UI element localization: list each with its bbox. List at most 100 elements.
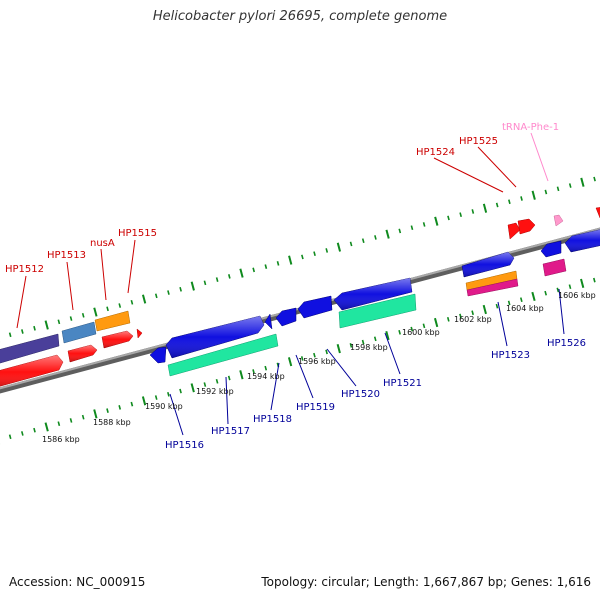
minor-tick	[361, 339, 365, 345]
gene-label-HP1523: HP1523	[491, 350, 530, 361]
minor-tick	[33, 427, 36, 433]
minor-tick	[57, 421, 61, 427]
reverse-gene-labels: HP1516 HP1517 HP1518 HP1519 HP1520 HP152…	[165, 338, 586, 451]
scale-label: 1588 kbp	[93, 418, 131, 427]
major-tick	[385, 229, 390, 239]
minor-tick	[446, 316, 450, 322]
minor-tick	[20, 431, 24, 436]
minor-tick	[410, 225, 414, 231]
minor-tick	[544, 189, 548, 195]
minor-tick	[154, 395, 158, 400]
minor-tick	[349, 241, 353, 247]
minor-tick	[313, 352, 316, 358]
leader-line	[16, 275, 27, 329]
minor-tick	[300, 356, 304, 361]
minor-tick	[69, 316, 73, 321]
major-tick	[141, 396, 147, 406]
cog-feature	[338, 293, 417, 329]
leader-line	[169, 393, 184, 436]
minor-tick	[227, 274, 231, 279]
cds-feature	[540, 240, 562, 258]
cds-feature	[149, 346, 167, 364]
minor-tick	[373, 336, 377, 342]
leader-line	[100, 248, 107, 301]
leader-lines	[16, 132, 565, 436]
minor-tick	[81, 414, 85, 420]
minor-tick	[519, 297, 523, 303]
gene-label-tRNA-Phe-1: tRNA-Phe-1	[502, 122, 559, 133]
scale-labels: 1586 kbp 1588 kbp 1590 kbp 1592 kbp 1594…	[42, 291, 596, 444]
major-tick	[336, 344, 341, 354]
leader-line	[497, 301, 508, 347]
major-tick	[433, 317, 439, 328]
cog-feature	[466, 278, 519, 297]
major-tick	[288, 255, 293, 265]
cog-feature	[542, 258, 567, 277]
minor-tick	[459, 212, 462, 218]
minor-tick	[179, 388, 182, 394]
minor-tick	[471, 310, 474, 316]
cds-feature	[297, 295, 333, 319]
major-tick	[93, 307, 98, 317]
gene-label-HP1513: HP1513	[47, 250, 86, 261]
minor-tick	[447, 215, 450, 221]
minor-tick	[349, 343, 353, 348]
minor-tick	[471, 209, 475, 214]
major-tick	[531, 190, 536, 200]
minor-tick	[203, 382, 207, 387]
minor-tick	[106, 306, 109, 312]
minor-tick	[325, 349, 328, 355]
major-tick	[482, 203, 488, 213]
scale-label: 1604 kbp	[506, 304, 544, 313]
leader-line	[326, 348, 357, 387]
major-tick	[531, 291, 536, 302]
major-tick	[580, 278, 585, 288]
minor-tick	[568, 284, 572, 289]
minor-tick	[33, 325, 36, 331]
minor-tick	[361, 238, 365, 244]
gene-label-HP1521: HP1521	[383, 378, 422, 389]
major-tick	[434, 216, 439, 226]
minor-tick	[203, 280, 207, 286]
map-title: Helicobacter pylori 26695, complete geno…	[152, 9, 448, 24]
minor-tick	[556, 186, 560, 192]
minor-tick	[215, 277, 219, 282]
major-tick	[287, 357, 293, 367]
minor-tick	[264, 264, 268, 269]
scale-label: 1590 kbp	[145, 402, 183, 411]
minor-tick	[507, 300, 511, 306]
minor-tick	[8, 332, 12, 338]
major-tick	[141, 294, 147, 304]
tick-track-lower	[0, 277, 596, 445]
leader-line	[530, 132, 549, 182]
minor-tick	[313, 251, 316, 256]
leader-line	[477, 146, 517, 188]
minor-tick	[57, 319, 61, 325]
minor-tick	[252, 267, 256, 273]
minor-tick	[167, 290, 170, 295]
leader-line	[225, 376, 229, 425]
minor-tick	[252, 369, 255, 374]
gene-label-HP1516: HP1516	[165, 440, 204, 451]
minor-tick	[301, 254, 304, 260]
minor-tick	[179, 287, 182, 292]
minor-tick	[556, 287, 560, 293]
major-tick	[336, 242, 342, 252]
scale-label: 1606 kbp	[558, 291, 596, 300]
minor-tick	[374, 235, 377, 240]
gene-label-HP1526: HP1526	[547, 338, 586, 349]
minor-tick	[398, 228, 402, 234]
scale-label: 1596 kbp	[298, 357, 336, 366]
major-tick	[190, 281, 195, 291]
major-tick	[482, 304, 487, 315]
leader-line	[295, 354, 314, 399]
cds-feature	[275, 307, 297, 327]
minor-tick	[106, 408, 109, 413]
gene-label-HP1512: HP1512	[5, 264, 44, 275]
gene-label-HP1525: HP1525	[459, 136, 498, 147]
cog-feature	[167, 333, 279, 377]
minor-tick	[544, 290, 548, 296]
minor-tick	[593, 176, 596, 182]
minor-tick	[508, 199, 511, 205]
genome-summary: Topology: circular; Length: 1,667,867 bp…	[261, 575, 591, 589]
